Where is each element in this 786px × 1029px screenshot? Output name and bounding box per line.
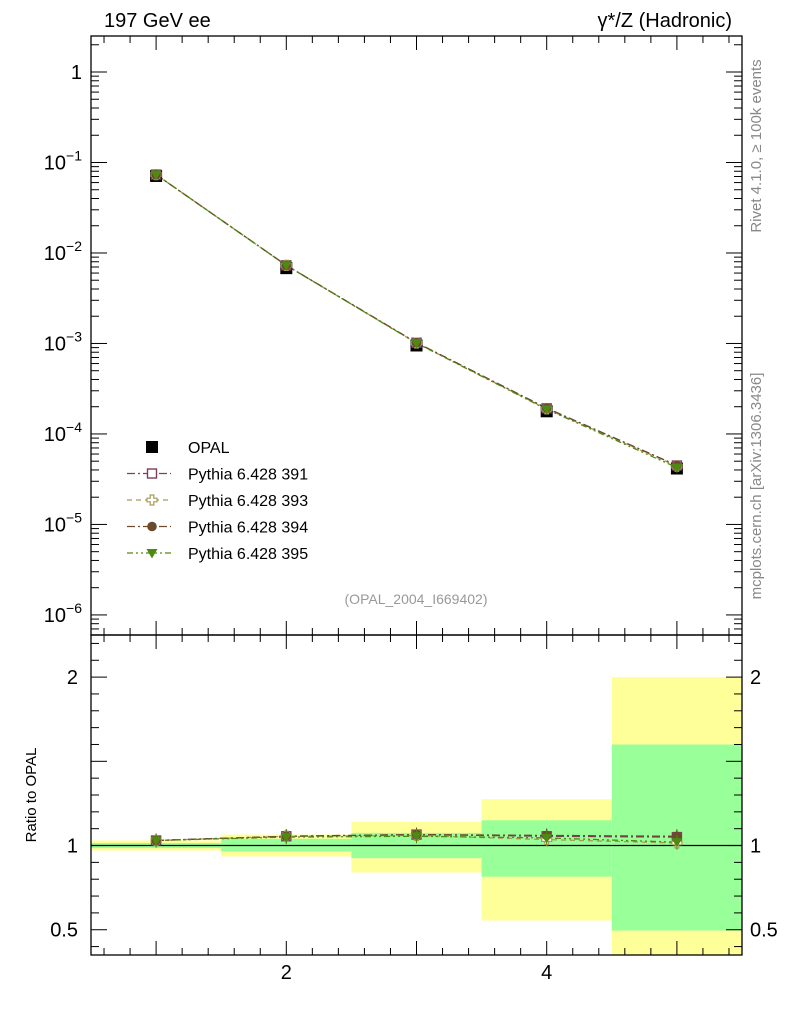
main-point-pythia-6-428-395-3 <box>411 339 422 349</box>
main-ytick-label-exponent: −3 <box>66 328 82 344</box>
main-ytick-label: 1 <box>71 62 82 84</box>
mcplots-label: mcplots.cern.ch [arXiv:1306.3436] <box>748 373 765 600</box>
main-point-pythia-6-428-395-4 <box>541 405 553 415</box>
ratio-ytick-label-right: 1 <box>750 836 761 858</box>
main-ytick-label-base: 10 <box>44 605 66 627</box>
legend: OPAL Pythia 6.428 391 Pythia 6.428 393 Pyth… <box>127 440 308 563</box>
legend-label-3: Pythia 6.428 393 <box>188 493 308 510</box>
analysis-id-label: (OPAL_2004_I669402) <box>345 591 488 607</box>
main-ytick-label: 10−3 <box>44 328 82 355</box>
ratio-point-pythia-6-428-395-5 <box>671 838 683 848</box>
main-ytick-label-base: 10 <box>44 333 66 355</box>
legend-label-4: Pythia 6.428 394 <box>188 520 308 537</box>
title-left: 197 GeV ee <box>104 10 211 32</box>
legend-marker-4 <box>147 521 157 532</box>
main-ytick-label-exponent: −1 <box>66 147 82 163</box>
legend-marker-5 <box>146 549 158 559</box>
main-ytick-label-exponent: −5 <box>66 509 82 525</box>
xtick-label: 2 <box>281 962 292 984</box>
main-ytick-label: 10−6 <box>44 600 82 627</box>
main-ytick-label: 10−2 <box>44 238 82 265</box>
main-ytick-label-base: 10 <box>44 424 66 446</box>
main-ytick-label-exponent: −2 <box>66 238 82 254</box>
ratio-point-pythia-6-428-395-4 <box>541 833 553 844</box>
ratio-point-pythia-6-428-395-1 <box>150 836 162 846</box>
main-ytick-label: 10−1 <box>44 147 82 174</box>
main-line-pythia-6-428-395 <box>155 174 678 469</box>
ratio-y-axis-label: Ratio to OPAL <box>23 748 40 843</box>
xtick-label: 4 <box>541 962 552 984</box>
title-right: γ*/Z (Hadronic) <box>598 10 732 32</box>
legend-label-5: Pythia 6.428 395 <box>188 546 308 563</box>
ratio-ytick-label-right: 2 <box>750 667 761 689</box>
ratio-line-pythia-6-428-393 <box>156 834 677 844</box>
main-ytick-label-base: 10 <box>44 514 66 536</box>
series-markers <box>150 168 683 850</box>
ratio-line-pythia-6-428-395 <box>156 835 677 843</box>
ratio-ytick-label-right: 0.5 <box>750 920 778 942</box>
tick-labels: 110−110−210−310−410−510−60.5 0.51 12 22 4 <box>44 62 778 984</box>
legend-marker-1 <box>146 441 158 453</box>
main-point-pythia-6-428-395-5 <box>671 463 683 474</box>
ratio-ytick-label-left: 1 <box>67 836 78 858</box>
ratio-bands <box>91 677 742 955</box>
legend-marker-3 <box>146 494 158 506</box>
main-line-pythia-6-428-394 <box>155 174 678 466</box>
ratio-point-pythia-6-428-395-3 <box>411 832 422 842</box>
rivet-version-label: Rivet 4.1.0, ≥ 100k events <box>748 59 765 232</box>
legend-label-1: OPAL <box>188 440 230 457</box>
main-ytick-label: 10−4 <box>44 419 82 446</box>
main-ytick-label-base: 10 <box>44 243 66 265</box>
main-ytick-label-exponent: −6 <box>66 600 82 616</box>
main-ytick-label: 10−5 <box>44 509 82 536</box>
main-line-pythia-6-428-393 <box>155 174 678 467</box>
main-point-pythia-6-428-395-2 <box>280 261 292 271</box>
ratio-ytick-label-left: 2 <box>67 667 78 689</box>
ratio-point-pythia-6-428-395-2 <box>280 833 292 843</box>
axis-ticks <box>91 36 742 955</box>
ratio-ytick-label-left: 0.5 <box>50 920 78 942</box>
main-ytick-label-base: 10 <box>44 152 66 174</box>
main-point-pythia-6-428-395-1 <box>150 170 162 181</box>
main-line-pythia-6-428-391 <box>155 174 678 467</box>
main-ytick-label-exponent: −4 <box>66 419 82 435</box>
legend-label-2: Pythia 6.428 391 <box>188 467 308 484</box>
legend-marker-2 <box>146 468 158 479</box>
